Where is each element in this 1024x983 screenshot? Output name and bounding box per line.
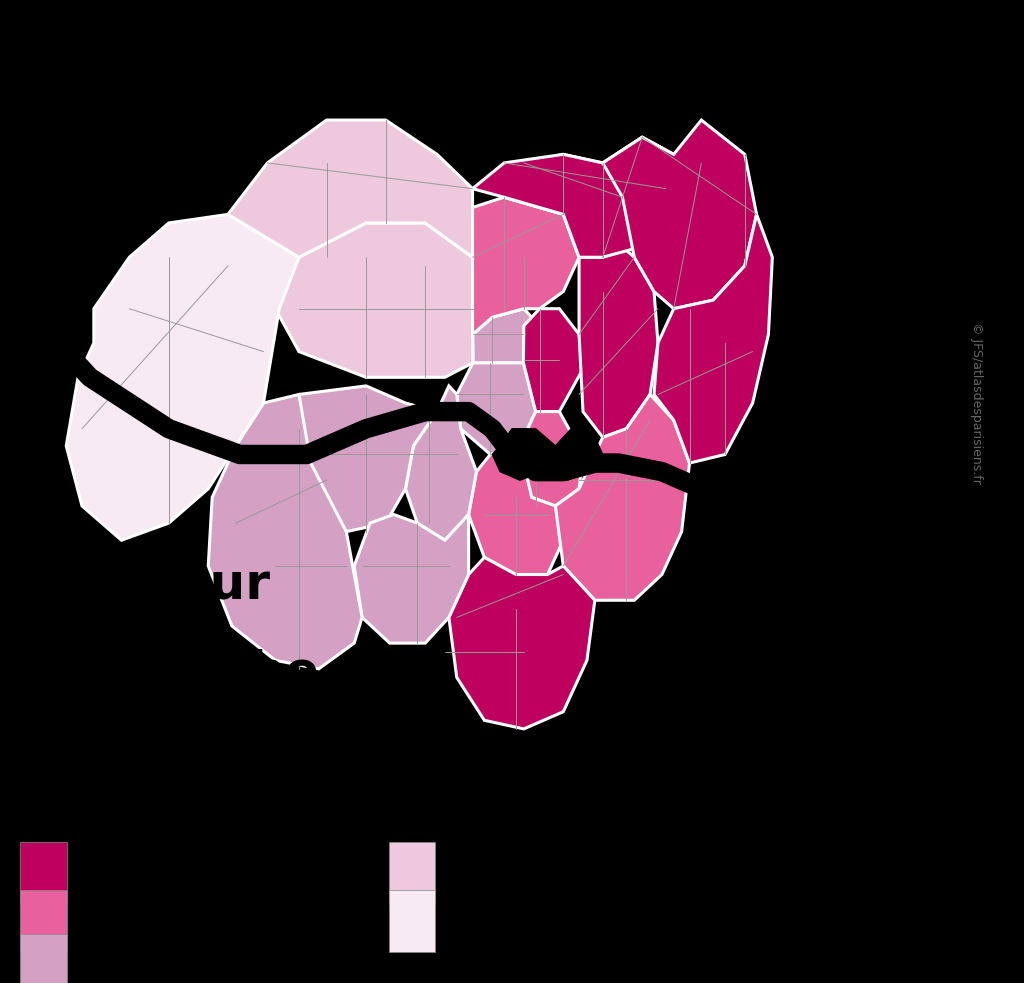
Polygon shape — [548, 429, 603, 481]
FancyBboxPatch shape — [389, 891, 435, 952]
Polygon shape — [493, 429, 555, 481]
Polygon shape — [354, 514, 469, 643]
Text: de 10,00 à  19,99: de 10,00 à 19,99 — [451, 866, 593, 881]
Text: la gauche: la gauche — [46, 649, 318, 697]
Polygon shape — [579, 240, 658, 437]
FancyBboxPatch shape — [20, 934, 67, 983]
Polygon shape — [449, 557, 595, 728]
FancyBboxPatch shape — [20, 842, 67, 904]
Polygon shape — [228, 120, 472, 258]
Text: Résultats en % des suffrages exprimés: Résultats en % des suffrages exprimés — [20, 820, 415, 838]
Polygon shape — [472, 138, 674, 258]
Polygon shape — [472, 309, 540, 363]
Text: er: er — [99, 571, 135, 601]
Text: Moyenne Paris : 29,96 %: Moyenne Paris : 29,96 % — [666, 864, 914, 883]
Polygon shape — [406, 386, 476, 541]
Polygon shape — [523, 309, 583, 412]
Polygon shape — [469, 446, 563, 574]
Text: 1995 - Union de: 1995 - Union de — [46, 738, 492, 786]
Polygon shape — [67, 214, 299, 541]
FancyBboxPatch shape — [389, 842, 435, 904]
Text: de 35,00 à 45,49: de 35,00 à 45,49 — [82, 866, 218, 881]
Text: 1: 1 — [46, 560, 81, 608]
Polygon shape — [504, 154, 623, 258]
Text: de 30,00 à 34,99: de 30,00 à 34,99 — [82, 913, 218, 929]
Text: de 8,85 à 9,99: de 8,85 à 9,99 — [451, 913, 567, 929]
Polygon shape — [555, 394, 689, 601]
Text: tour: tour — [133, 560, 269, 608]
Polygon shape — [208, 394, 362, 668]
Polygon shape — [493, 412, 583, 506]
Text: de 20,00 à 29,99: de 20,00 à 29,99 — [82, 957, 218, 973]
FancyBboxPatch shape — [20, 891, 67, 952]
Polygon shape — [603, 120, 757, 309]
Polygon shape — [654, 214, 772, 463]
Polygon shape — [280, 386, 437, 532]
Text: © JFS/atlasdesparisiens.fr: © JFS/atlasdesparisiens.fr — [970, 322, 983, 484]
Polygon shape — [457, 363, 536, 454]
Polygon shape — [425, 198, 579, 334]
Polygon shape — [275, 223, 473, 377]
